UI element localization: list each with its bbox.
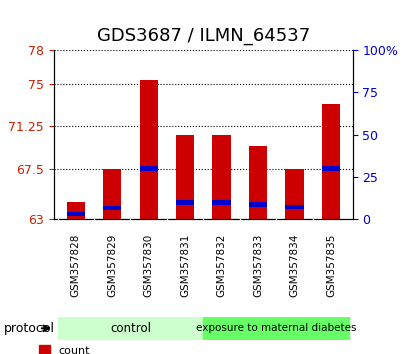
- Bar: [67, 212, 85, 216]
- Legend: count, percentile rank within the sample: count, percentile rank within the sample: [39, 346, 247, 354]
- Bar: [103, 169, 121, 219]
- Bar: [249, 202, 267, 207]
- Text: exposure to maternal diabetes: exposure to maternal diabetes: [196, 323, 356, 333]
- Text: control: control: [110, 322, 151, 335]
- Bar: [286, 205, 303, 209]
- Bar: [212, 200, 231, 205]
- Text: GSM357828: GSM357828: [71, 234, 81, 297]
- Bar: [67, 202, 85, 219]
- Bar: [176, 135, 194, 219]
- Bar: [286, 169, 303, 219]
- Text: GSM357834: GSM357834: [289, 234, 300, 297]
- Text: GSM357830: GSM357830: [144, 234, 154, 297]
- Bar: [322, 104, 340, 219]
- Bar: [212, 135, 231, 219]
- Text: GSM357831: GSM357831: [180, 234, 190, 297]
- Bar: [176, 200, 194, 205]
- Bar: [139, 166, 158, 171]
- Text: GSM357829: GSM357829: [107, 234, 117, 297]
- Title: GDS3687 / ILMN_64537: GDS3687 / ILMN_64537: [97, 28, 310, 46]
- Bar: [58, 317, 203, 340]
- Bar: [139, 80, 158, 219]
- Text: GSM357833: GSM357833: [253, 234, 263, 297]
- Bar: [103, 206, 121, 210]
- Bar: [203, 317, 349, 340]
- Bar: [249, 146, 267, 219]
- Text: protocol: protocol: [4, 322, 55, 335]
- Text: GSM357832: GSM357832: [217, 234, 227, 297]
- Text: GSM357835: GSM357835: [326, 234, 336, 297]
- Bar: [322, 166, 340, 171]
